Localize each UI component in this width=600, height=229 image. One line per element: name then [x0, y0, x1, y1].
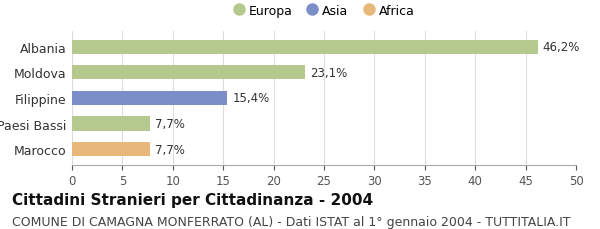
Text: Cittadini Stranieri per Cittadinanza - 2004: Cittadini Stranieri per Cittadinanza - 2…: [12, 192, 373, 207]
Text: 15,4%: 15,4%: [232, 92, 269, 105]
Bar: [72, 91, 227, 106]
Bar: [72, 40, 538, 55]
Text: 46,2%: 46,2%: [543, 41, 580, 54]
Bar: [72, 66, 305, 80]
Text: COMUNE DI CAMAGNA MONFERRATO (AL) - Dati ISTAT al 1° gennaio 2004 - TUTTITALIA.I: COMUNE DI CAMAGNA MONFERRATO (AL) - Dati…: [12, 215, 571, 228]
Text: 7,7%: 7,7%: [155, 117, 185, 131]
Bar: [72, 142, 149, 157]
Legend: Europa, Asia, Africa: Europa, Asia, Africa: [229, 0, 419, 23]
Text: 7,7%: 7,7%: [155, 143, 185, 156]
Bar: [72, 117, 149, 131]
Text: 23,1%: 23,1%: [310, 66, 347, 79]
